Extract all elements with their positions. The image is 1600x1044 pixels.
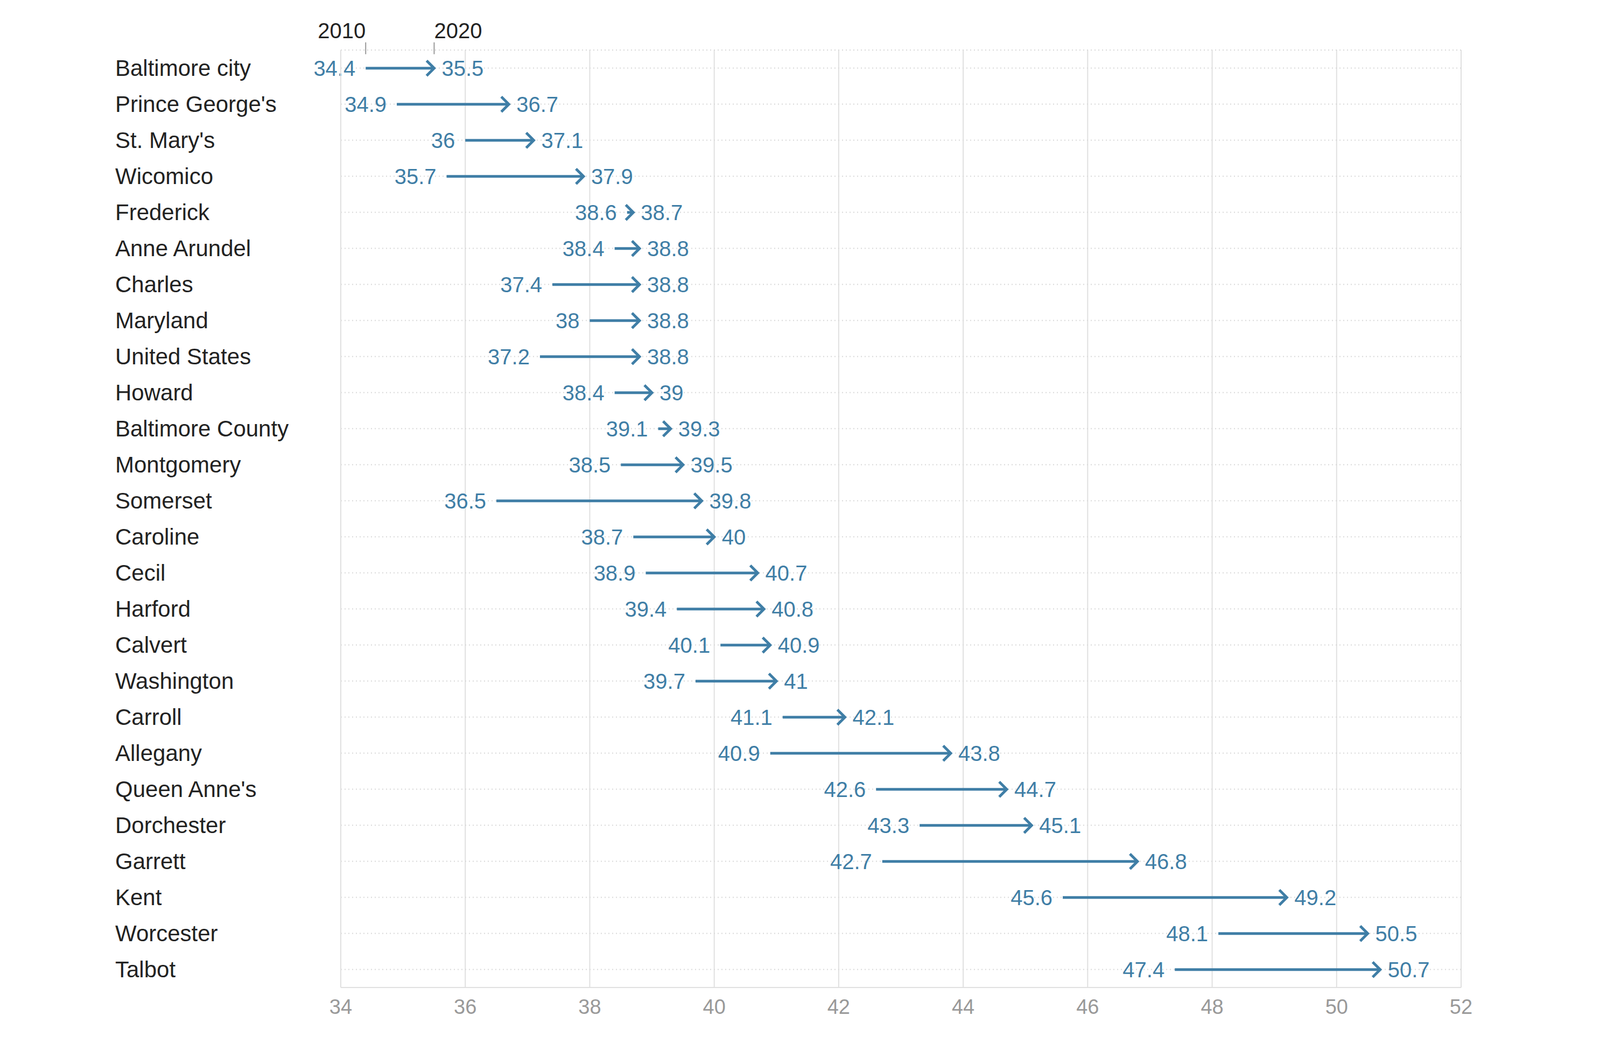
svg-text:42.6: 42.6: [823, 777, 866, 802]
svg-text:Harford: Harford: [115, 596, 191, 622]
svg-text:40: 40: [721, 525, 747, 550]
svg-text:47.4: 47.4: [1122, 958, 1165, 982]
svg-text:Wicomico: Wicomico: [115, 163, 214, 189]
svg-text:38.9: 38.9: [593, 561, 636, 586]
svg-text:Calvert: Calvert: [115, 632, 187, 658]
svg-text:39.5: 39.5: [690, 453, 733, 477]
svg-text:46: 46: [1076, 995, 1099, 1019]
svg-text:39.3: 39.3: [678, 417, 721, 441]
svg-text:39.1: 39.1: [606, 417, 649, 441]
svg-text:St. Mary's: St. Mary's: [115, 127, 215, 153]
svg-text:40.9: 40.9: [777, 633, 820, 658]
svg-text:2010: 2010: [317, 18, 366, 43]
svg-text:36.5: 36.5: [444, 489, 487, 514]
svg-text:Anne Arundel: Anne Arundel: [115, 235, 251, 262]
svg-text:48.1: 48.1: [1166, 922, 1209, 946]
svg-text:Prince George's: Prince George's: [115, 91, 277, 117]
svg-text:38: 38: [578, 995, 601, 1019]
svg-text:Kent: Kent: [115, 885, 163, 911]
svg-text:42.1: 42.1: [852, 705, 895, 730]
svg-text:38.7: 38.7: [640, 200, 683, 225]
svg-text:Washington: Washington: [115, 668, 234, 694]
svg-text:50.7: 50.7: [1387, 958, 1430, 982]
svg-text:Talbot: Talbot: [115, 957, 176, 983]
svg-text:40.7: 40.7: [765, 561, 808, 586]
svg-text:Baltimore city: Baltimore city: [115, 55, 251, 81]
svg-text:United States: United States: [115, 344, 251, 370]
svg-text:37.1: 37.1: [541, 128, 584, 153]
svg-text:39.8: 39.8: [709, 489, 752, 514]
svg-text:52: 52: [1449, 995, 1473, 1019]
svg-text:41.1: 41.1: [730, 705, 773, 730]
svg-text:50.5: 50.5: [1375, 922, 1418, 946]
svg-text:34.9: 34.9: [344, 92, 387, 117]
svg-text:40.9: 40.9: [718, 741, 761, 766]
svg-text:Queen Anne's: Queen Anne's: [115, 776, 257, 803]
svg-text:36.7: 36.7: [516, 92, 559, 117]
svg-text:Somerset: Somerset: [115, 488, 213, 514]
svg-text:38.6: 38.6: [574, 200, 617, 225]
svg-text:Maryland: Maryland: [115, 307, 209, 334]
svg-text:35.7: 35.7: [394, 164, 437, 189]
svg-text:Howard: Howard: [115, 380, 194, 406]
svg-text:Worcester: Worcester: [115, 921, 219, 947]
svg-text:37.9: 37.9: [591, 164, 634, 189]
svg-text:42: 42: [827, 995, 851, 1019]
svg-text:43.3: 43.3: [867, 813, 910, 838]
svg-text:49.2: 49.2: [1294, 886, 1337, 910]
svg-text:37.2: 37.2: [487, 345, 530, 369]
svg-text:38.8: 38.8: [647, 345, 690, 369]
svg-text:2020: 2020: [433, 18, 482, 43]
svg-text:38.8: 38.8: [647, 309, 690, 333]
svg-text:38: 38: [555, 309, 580, 333]
svg-text:38.7: 38.7: [581, 525, 624, 550]
svg-text:45.6: 45.6: [1010, 886, 1053, 910]
svg-text:38.4: 38.4: [562, 381, 605, 405]
svg-text:46.8: 46.8: [1145, 850, 1188, 874]
svg-text:39.4: 39.4: [624, 597, 667, 622]
svg-text:41: 41: [783, 669, 809, 694]
svg-text:36: 36: [431, 128, 456, 153]
svg-text:38.8: 38.8: [647, 236, 690, 261]
svg-text:Montgomery: Montgomery: [115, 452, 241, 478]
svg-text:Garrett: Garrett: [115, 848, 186, 875]
svg-text:38.4: 38.4: [562, 236, 605, 261]
svg-text:Caroline: Caroline: [115, 524, 200, 550]
svg-text:Carroll: Carroll: [115, 704, 182, 731]
svg-text:35.5: 35.5: [441, 56, 484, 81]
svg-text:34.4: 34.4: [313, 56, 356, 81]
svg-text:34: 34: [329, 995, 353, 1019]
svg-text:44: 44: [951, 995, 975, 1019]
svg-text:48: 48: [1200, 995, 1224, 1019]
svg-text:39.7: 39.7: [643, 669, 686, 694]
svg-text:Charles: Charles: [115, 271, 194, 298]
svg-text:Dorchester: Dorchester: [115, 812, 226, 839]
svg-text:40.1: 40.1: [668, 633, 711, 658]
svg-text:38.5: 38.5: [568, 453, 611, 477]
svg-text:43.8: 43.8: [958, 741, 1001, 766]
svg-text:50: 50: [1325, 995, 1349, 1019]
svg-text:44.7: 44.7: [1014, 777, 1057, 802]
svg-text:Cecil: Cecil: [115, 560, 166, 586]
svg-text:37.4: 37.4: [500, 272, 543, 297]
svg-text:38.8: 38.8: [647, 272, 690, 297]
svg-text:42.7: 42.7: [830, 850, 873, 874]
svg-text:Allegany: Allegany: [115, 740, 202, 767]
svg-text:40: 40: [703, 995, 726, 1019]
svg-text:36: 36: [453, 995, 477, 1019]
svg-text:40.8: 40.8: [771, 597, 814, 622]
svg-text:39: 39: [659, 381, 684, 405]
svg-text:Baltimore County: Baltimore County: [115, 416, 289, 442]
svg-text:Frederick: Frederick: [115, 199, 210, 226]
svg-text:45.1: 45.1: [1039, 813, 1082, 838]
